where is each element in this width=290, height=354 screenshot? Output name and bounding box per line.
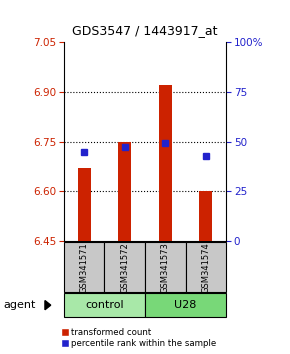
Bar [104, 242, 145, 292]
Bar [64, 293, 145, 317]
Text: GSM341574: GSM341574 [201, 242, 211, 293]
Bar [145, 293, 226, 317]
Bar [159, 85, 172, 241]
Legend: transformed count, percentile rank within the sample: transformed count, percentile rank withi… [59, 326, 218, 350]
Text: GSM341571: GSM341571 [79, 242, 89, 293]
Bar [118, 142, 131, 241]
Text: control: control [85, 300, 124, 310]
Bar [200, 191, 212, 241]
Bar [145, 242, 186, 292]
Polygon shape [45, 301, 51, 310]
Bar [64, 242, 104, 292]
Bar [186, 242, 226, 292]
Text: GSM341572: GSM341572 [120, 242, 129, 293]
Text: agent: agent [3, 300, 35, 310]
Text: U28: U28 [174, 300, 197, 310]
Bar [78, 168, 90, 241]
Title: GDS3547 / 1443917_at: GDS3547 / 1443917_at [72, 24, 218, 37]
Text: GSM341573: GSM341573 [161, 242, 170, 293]
